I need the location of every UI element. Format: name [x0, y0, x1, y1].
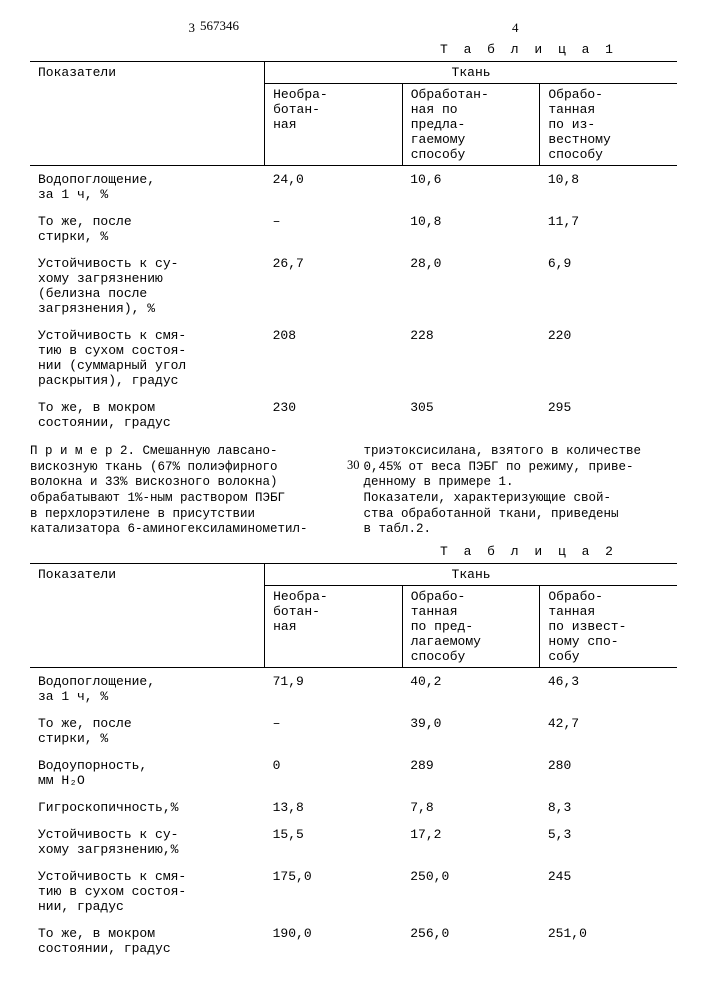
- table2-h-c1: Необра- ботан- ная: [265, 585, 403, 667]
- table2-h-indicator: Показатели: [30, 563, 265, 667]
- row-c1: 175,0: [265, 863, 403, 920]
- patent-number: 567346: [200, 18, 239, 34]
- row-c1: –: [265, 208, 403, 250]
- row-c3: 295: [540, 394, 677, 436]
- table2-body: Водопоглощение, за 1 ч, %71,940,246,3То …: [30, 667, 677, 962]
- row-c2: 305: [402, 394, 540, 436]
- page-numbers: 3 4: [30, 20, 677, 36]
- table-row: То же, после стирки, %–39,042,7: [30, 710, 677, 752]
- row-label: Устойчивость к су- хому загрязнению (бел…: [30, 250, 265, 322]
- row-c1: 208: [265, 322, 403, 394]
- row-label: Гигроскопичность,%: [30, 794, 265, 821]
- table-row: То же, в мокром состоянии, градус190,025…: [30, 920, 677, 962]
- row-c1: 71,9: [265, 667, 403, 710]
- row-label: Водопоглощение, за 1 ч, %: [30, 166, 265, 209]
- row-c1: 26,7: [265, 250, 403, 322]
- row-label: То же, после стирки, %: [30, 710, 265, 752]
- table1: Показатели Ткань Необра- ботан- ная Обра…: [30, 61, 677, 436]
- para-left: П р и м е р 2. Смешанную лавсано- вискоз…: [30, 444, 344, 538]
- row-label: То же, после стирки, %: [30, 208, 265, 250]
- row-c1: 24,0: [265, 166, 403, 209]
- para-right: триэтоксисилана, взятого в количестве 0,…: [364, 444, 678, 538]
- row-c1: 190,0: [265, 920, 403, 962]
- row-c1: –: [265, 710, 403, 752]
- row-c3: 280: [540, 752, 677, 794]
- row-c2: 7,8: [402, 794, 540, 821]
- table-row: Устойчивость к смя- тию в сухом состоя- …: [30, 863, 677, 920]
- row-c2: 228: [402, 322, 540, 394]
- table-row: То же, после стирки, %–10,811,7: [30, 208, 677, 250]
- table1-h-super: Ткань: [265, 62, 677, 84]
- row-c3: 11,7: [540, 208, 677, 250]
- table2: Показатели Ткань Необра- ботан- ная Обра…: [30, 563, 677, 962]
- row-c3: 245: [540, 863, 677, 920]
- row-c2: 256,0: [402, 920, 540, 962]
- row-label: Устойчивость к смя- тию в сухом состоя- …: [30, 863, 265, 920]
- table1-caption: Т а б л и ц а 1: [30, 42, 617, 57]
- row-c2: 10,6: [402, 166, 540, 209]
- table-row: Водопоглощение, за 1 ч, %71,940,246,3: [30, 667, 677, 710]
- row-c2: 39,0: [402, 710, 540, 752]
- table-row: Гигроскопичность,%13,87,88,3: [30, 794, 677, 821]
- row-c2: 28,0: [402, 250, 540, 322]
- row-c3: 6,9: [540, 250, 677, 322]
- row-label: Устойчивость к су- хому загрязнению,%: [30, 821, 265, 863]
- table1-h-c3: Обрабо- танная по из- вестному способу: [540, 84, 677, 166]
- row-label: То же, в мокром состоянии, градус: [30, 920, 265, 962]
- row-c1: 0: [265, 752, 403, 794]
- table-row: То же, в мокром состоянии, градус2303052…: [30, 394, 677, 436]
- table-row: Устойчивость к су- хому загрязнению (бел…: [30, 250, 677, 322]
- row-c1: 15,5: [265, 821, 403, 863]
- left-page-no: 3: [189, 20, 196, 36]
- row-label: То же, в мокром состоянии, градус: [30, 394, 265, 436]
- row-c2: 17,2: [402, 821, 540, 863]
- row-c3: 10,8: [540, 166, 677, 209]
- table2-caption: Т а б л и ц а 2: [30, 544, 617, 559]
- row-c3: 5,3: [540, 821, 677, 863]
- table1-h-c2: Обработан- ная по предла- гаемому способ…: [402, 84, 540, 166]
- row-c3: 42,7: [540, 710, 677, 752]
- row-c2: 10,8: [402, 208, 540, 250]
- row-c2: 250,0: [402, 863, 540, 920]
- row-c1: 13,8: [265, 794, 403, 821]
- row-c3: 46,3: [540, 667, 677, 710]
- table1-h-indicator: Показатели: [30, 62, 265, 166]
- row-label: Водоупорность, мм H₂O: [30, 752, 265, 794]
- row-c2: 40,2: [402, 667, 540, 710]
- row-label: Водопоглощение, за 1 ч, %: [30, 667, 265, 710]
- table1-h-c1: Необра- ботан- ная: [265, 84, 403, 166]
- row-c3: 8,3: [540, 794, 677, 821]
- table2-h-super: Ткань: [265, 563, 677, 585]
- table-row: Устойчивость к смя- тию в сухом состоя- …: [30, 322, 677, 394]
- table-row: Водоупорность, мм H₂O0289280: [30, 752, 677, 794]
- row-label: Устойчивость к смя- тию в сухом состоя- …: [30, 322, 265, 394]
- row-c2: 289: [402, 752, 540, 794]
- table-row: Устойчивость к су- хому загрязнению,%15,…: [30, 821, 677, 863]
- row-c1: 230: [265, 394, 403, 436]
- table-row: Водопоглощение, за 1 ч, %24,010,610,8: [30, 166, 677, 209]
- table2-h-c3: Обрабо- танная по извест- ному спо- собу: [540, 585, 677, 667]
- table1-body: Водопоглощение, за 1 ч, %24,010,610,8То …: [30, 166, 677, 437]
- example-paragraph: П р и м е р 2. Смешанную лавсано- вискоз…: [30, 444, 677, 538]
- row-c3: 251,0: [540, 920, 677, 962]
- table2-h-c2: Обрабо- танная по пред- лагаемому способ…: [402, 585, 540, 667]
- row-c3: 220: [540, 322, 677, 394]
- right-page-no: 4: [512, 20, 519, 36]
- line-number-30: 30: [347, 458, 360, 474]
